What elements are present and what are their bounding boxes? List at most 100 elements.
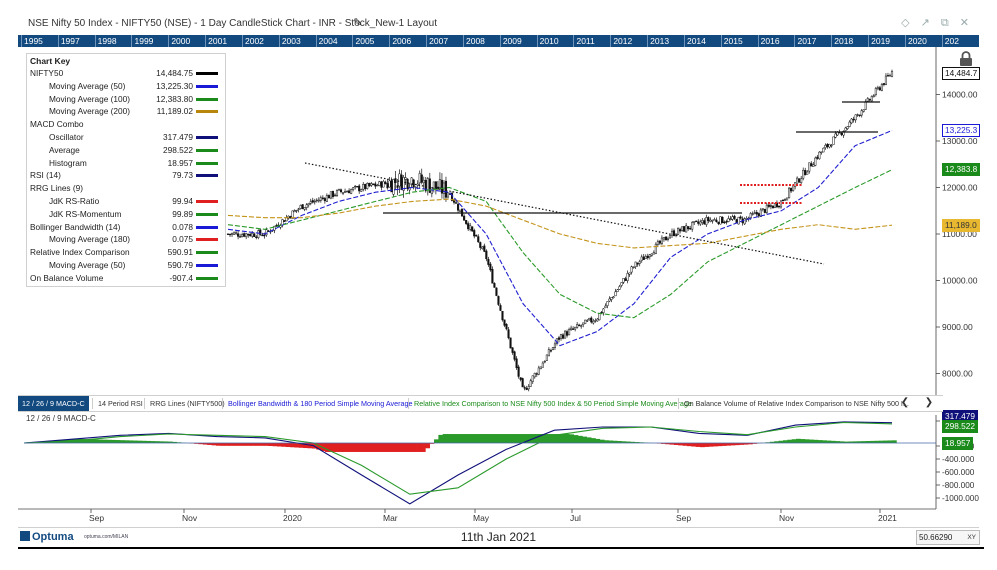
candle-body <box>628 272 631 275</box>
xy-toggle[interactable]: XY <box>967 534 976 541</box>
candle-body <box>846 126 849 129</box>
year-strip-label[interactable]: 2005 <box>355 36 375 46</box>
year-strip-label[interactable]: 2002 <box>244 36 264 46</box>
year-navigator-strip[interactable]: 1995 1997 1998 1999 2000 2001 2002 2003 2004 2005… <box>18 35 979 47</box>
indicator-tab[interactable]: Bollinger Bandwidth & 180 Period Simple … <box>228 399 413 408</box>
macd-oscillator-line <box>23 421 893 505</box>
year-strip-tick <box>499 35 501 47</box>
macd-histogram-bar <box>106 439 112 443</box>
year-strip-label[interactable]: 2003 <box>281 36 301 46</box>
candle-body <box>616 289 619 292</box>
macd-histogram-bar <box>272 443 278 447</box>
chart-key-name: NIFTY50 <box>30 68 64 78</box>
candle-body <box>771 205 774 209</box>
macd-histogram-bar <box>468 434 474 443</box>
year-strip-label[interactable]: 202 <box>944 36 959 46</box>
year-strip-label[interactable]: 2015 <box>723 36 743 46</box>
year-strip-label[interactable]: 2016 <box>760 36 780 46</box>
year-strip-label[interactable]: 2012 <box>613 36 633 46</box>
macd-histogram-bar <box>512 434 518 443</box>
year-strip-label[interactable]: 1999 <box>134 36 154 46</box>
year-strip-label[interactable]: 1997 <box>60 36 80 46</box>
year-strip-label[interactable]: 2009 <box>502 36 522 46</box>
edit-title-icon[interactable]: ✎ <box>353 17 363 29</box>
year-strip-label[interactable]: 2004 <box>318 36 338 46</box>
window-controls[interactable]: ◇ ↗ ⧉ ✕ <box>901 17 973 29</box>
candle-body <box>457 203 460 211</box>
lock-icon[interactable] <box>958 51 974 67</box>
price-badge-avg: 298.522 <box>942 420 978 433</box>
candle-body <box>852 118 855 121</box>
indicator-tab[interactable]: 12 / 26 / 9 MACD-C <box>18 396 89 411</box>
time-tick-label: Jul <box>570 513 581 523</box>
candle-body <box>636 262 639 265</box>
year-strip-label[interactable]: 2017 <box>797 36 817 46</box>
chart-key-value: 0.075 <box>172 234 193 245</box>
indicator-tab[interactable]: 14 Period RSI <box>98 399 143 408</box>
macd-histogram-bar <box>372 443 378 452</box>
candle-body <box>614 291 617 297</box>
chart-key-name: On Balance Volume <box>30 272 104 283</box>
year-strip-label[interactable]: 2006 <box>392 36 412 46</box>
candle-body <box>509 337 512 349</box>
candle-body <box>840 133 843 135</box>
year-strip-label[interactable]: 2008 <box>465 36 485 46</box>
candle-body <box>751 213 754 215</box>
time-tick-label: May <box>473 513 490 523</box>
candle-body <box>382 181 385 188</box>
year-strip-label[interactable]: 2018 <box>834 36 854 46</box>
indicator-tab[interactable]: Relative Index Comparison to NSE Nifty 5… <box>414 399 692 408</box>
chart-key-swatch <box>196 110 218 114</box>
macd-histogram-bar <box>543 434 548 443</box>
candle-body <box>656 241 659 245</box>
candle-body <box>261 234 264 237</box>
year-strip-label[interactable]: 2014 <box>686 36 706 46</box>
candle-body <box>662 237 665 240</box>
candle-body <box>594 320 597 322</box>
tab-next-button[interactable]: ❯ <box>924 397 934 408</box>
candle-body <box>731 216 734 220</box>
price-tick-label: 14000.00 <box>942 90 978 100</box>
candle-body <box>428 178 431 193</box>
year-strip-label[interactable]: 1995 <box>24 36 43 46</box>
candle-body <box>618 286 621 290</box>
macd-histogram-bar <box>848 441 854 443</box>
year-strip-label[interactable]: 2020 <box>907 36 927 46</box>
candle-body <box>834 133 837 138</box>
year-strip-label[interactable]: 1998 <box>97 36 117 46</box>
indicator-tab[interactable]: RRG Lines (NIFTY500) <box>150 399 225 408</box>
candle-body <box>543 360 546 363</box>
macd-histogram-bar <box>495 434 500 443</box>
year-strip-label[interactable]: 2000 <box>171 36 191 46</box>
candle-body <box>392 179 395 195</box>
macd-histogram-bar <box>420 443 426 452</box>
cursor-readout[interactable]: 50.66290 XY <box>916 530 980 545</box>
macd-histogram-bar <box>839 441 845 443</box>
year-strip-label[interactable]: 2013 <box>650 36 670 46</box>
year-strip-label[interactable]: 2001 <box>208 36 228 46</box>
chart-key-swatch <box>196 84 218 88</box>
year-strip-label[interactable]: 2007 <box>429 36 449 46</box>
candle-body <box>810 163 813 167</box>
tab-separator <box>144 398 145 409</box>
tab-nav: ❮ ❯ <box>896 395 940 410</box>
candle-body <box>483 245 486 252</box>
candle-body <box>499 305 502 311</box>
chart-key-panel: Chart Key NIFTY50 14,484.75 Moving Average… <box>26 53 226 287</box>
year-strip-label[interactable]: 2010 <box>539 36 559 46</box>
chart-key-row: RSI (14) 79.73 <box>27 170 223 183</box>
tab-prev-button[interactable]: ❮ <box>900 397 910 408</box>
year-strip-label[interactable]: 2011 <box>576 36 595 46</box>
year-strip-label[interactable]: 2019 <box>871 36 891 46</box>
macd-histogram-bar <box>359 443 365 452</box>
indicator-tab[interactable]: On Balance Volume of Relative Index Comp… <box>684 399 909 408</box>
chart-key-swatch <box>196 238 218 242</box>
macd-histogram-bar <box>778 440 784 443</box>
chart-key-value: 18.957 <box>167 157 193 168</box>
candle-body <box>886 75 890 77</box>
candle-body <box>493 283 496 288</box>
chart-key-value: 298.522 <box>163 144 193 155</box>
chart-key-name: Moving Average (200) <box>49 106 131 117</box>
candle-body <box>376 184 379 187</box>
macd-histogram-bar <box>442 434 448 443</box>
